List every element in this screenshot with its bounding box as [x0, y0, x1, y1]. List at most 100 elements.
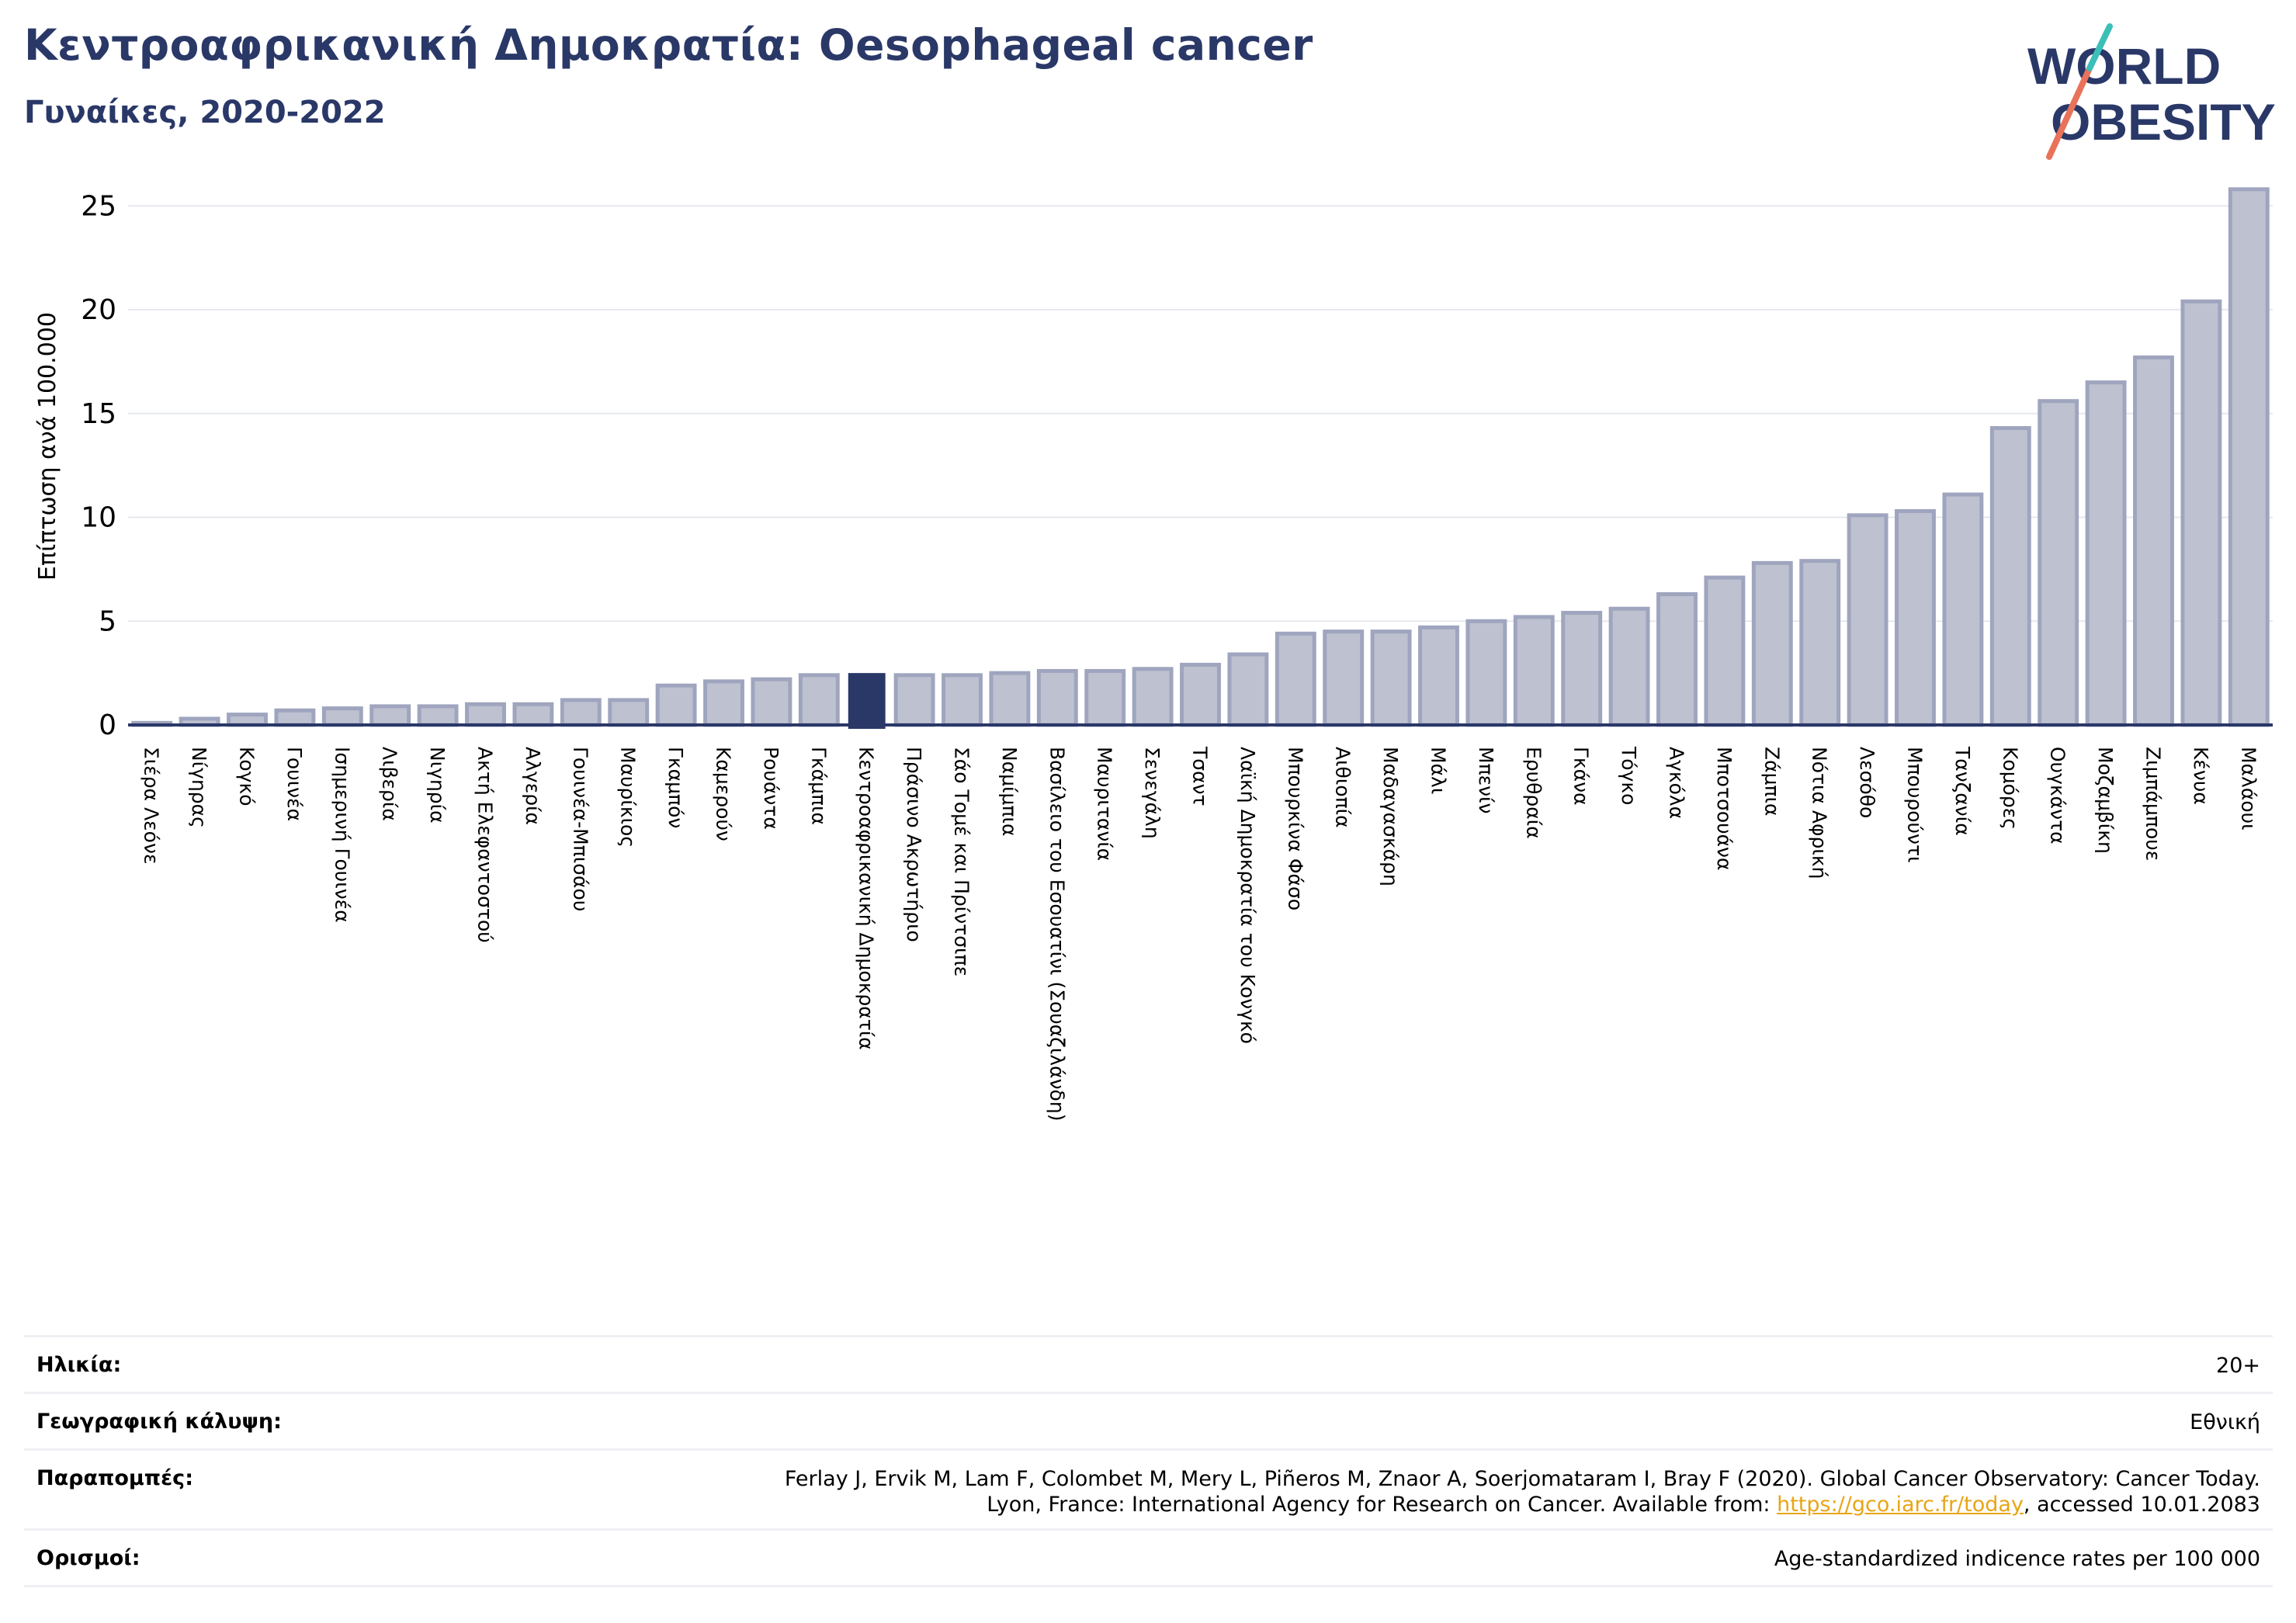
bar	[2133, 355, 2174, 727]
info-key-coverage: Γεωγραφική κάλυψη:	[36, 1410, 282, 1434]
x-tick-label: Νότια Αφρική	[1809, 747, 1831, 879]
y-tick-label: 10	[81, 502, 116, 534]
bar	[989, 671, 1031, 727]
bar	[1513, 615, 1555, 727]
bar	[942, 673, 983, 727]
x-tick-label: Τανζανία	[1951, 746, 1974, 836]
x-tick-labels: Σιέρα Λεόνε Νίγηρας Κογκό Γουινέα Ισημερινή …	[140, 746, 2260, 1121]
bar	[1751, 560, 1793, 727]
reference-line-1: Ferlay J, Ervik M, Lam F, Colombet M, Me…	[784, 1467, 2260, 1491]
x-tick-label: Ερυθραία	[1522, 747, 1545, 839]
bar	[1084, 668, 1126, 727]
x-tick-label: Κογκό	[236, 747, 258, 806]
x-tick-label: Γκάνα	[1570, 747, 1593, 806]
info-value-coverage: Εθνική	[2190, 1410, 2260, 1434]
bar	[1704, 575, 1746, 727]
bar	[1370, 629, 1412, 727]
x-tick-label: Ρουάντα	[760, 747, 782, 830]
x-tick-label: Μαυρίκιος	[617, 747, 640, 848]
x-tick-label: Βασίλειο του Εσουατίνι (Σουαζιλάνδη)	[1046, 747, 1068, 1121]
bar	[512, 702, 554, 727]
info-row-age: Ηλικία: 20+	[24, 1335, 2273, 1392]
info-row-coverage: Γεωγραφική κάλυψη: Εθνική	[24, 1392, 2273, 1448]
info-key-age: Ηλικία:	[36, 1353, 122, 1377]
bar-highlight	[848, 673, 886, 729]
x-tick-label: Ουγκάντα	[2047, 747, 2069, 844]
x-tick-label: Ισημερινή Γουινέα	[331, 747, 353, 923]
bar	[1275, 631, 1316, 727]
bar	[1561, 611, 1603, 727]
bar	[2085, 380, 2127, 727]
x-tick-label: Μπενίν	[1475, 747, 1497, 814]
bar	[608, 698, 650, 727]
bar	[321, 706, 363, 727]
x-tick-label: Κομόρες	[1999, 747, 2021, 830]
x-tick-label: Καμερούν	[713, 747, 735, 841]
x-tick-label: Ναμίμπια	[998, 747, 1021, 836]
bar	[1132, 667, 1174, 727]
bar	[751, 677, 793, 727]
x-tick-label: Γουινέα-Μπισάου	[569, 747, 591, 911]
x-tick-label: Ζιμπάμπουε	[2142, 747, 2165, 861]
bar	[1799, 559, 1841, 727]
bar	[1465, 619, 1507, 727]
x-tick-label: Σάο Τομέ και Πρίντσιπε	[951, 747, 973, 976]
x-tick-label: Αιθιοπία	[1332, 747, 1354, 828]
bar	[2038, 399, 2079, 727]
x-tick-label: Αγκόλα	[1666, 747, 1688, 819]
logo-slash-top	[2086, 23, 2113, 71]
reference-line-2: Lyon, France: International Agency for R…	[785, 1492, 2260, 1517]
bar	[1227, 652, 1269, 727]
bar	[1323, 629, 1365, 727]
x-tick-label: Αλγερία	[522, 747, 544, 825]
reference-link[interactable]: https://gco.iarc.fr/today	[1777, 1493, 2024, 1517]
logo-slash-bottom	[2046, 65, 2093, 160]
x-tick-label: Πράσινο Ακρωτήριο	[903, 747, 925, 942]
x-tick-label: Γουινέα	[283, 747, 306, 821]
bar	[560, 698, 602, 727]
x-tick-label: Κεντροαφρικανική Δημοκρατία	[855, 747, 878, 1050]
x-tick-label: Μαλάουι	[2237, 747, 2260, 831]
x-tick-label: Ακτή Ελεφαντοστού	[474, 747, 497, 943]
bar	[2180, 299, 2222, 727]
x-tick-label: Μποτσουάνα	[1713, 747, 1736, 871]
bar	[369, 704, 411, 727]
info-value-definitions: Age-standardized indicence rates per 100…	[1774, 1547, 2260, 1571]
x-tick-label: Μαδαγασκάρη	[1379, 747, 1402, 886]
y-tick-label: 0	[99, 709, 116, 741]
x-tick-label: Λεσόθο	[1856, 747, 1878, 818]
y-tick-label: 15	[81, 398, 116, 430]
x-tick-label: Μπουρούντι	[1904, 747, 1927, 863]
bar	[798, 673, 840, 727]
x-tick-label: Σενεγάλη	[1141, 747, 1164, 839]
bar	[227, 713, 268, 727]
bar	[1942, 492, 1984, 727]
x-tick-label: Μαυριτανία	[1094, 747, 1116, 861]
bar	[1656, 591, 1698, 727]
x-tick-label: Λιβερία	[379, 747, 401, 821]
bar	[655, 683, 697, 727]
bar	[1989, 425, 2031, 727]
bar-chart: 0 5 10 15 20 25 Σιέρα Λεόνε Νίγηρας Κογκό Γουινέ…	[34, 187, 2273, 1121]
info-key-references: Παραπομπές:	[36, 1466, 193, 1490]
x-tick-label: Μάλι	[1427, 747, 1450, 794]
x-tick-label: Μπουρκίνα Φάσο	[1284, 747, 1306, 910]
bar	[2228, 187, 2270, 727]
x-tick-label: Μοζαμβίκη	[2094, 747, 2117, 854]
info-value-references: Ferlay J, Ervik M, Lam F, Colombet M, Me…	[785, 1466, 2260, 1517]
bar	[1608, 606, 1650, 727]
y-tick-label: 25	[81, 190, 116, 222]
x-tick-label: Γκαμπόν	[664, 747, 687, 828]
reference-accessed: , accessed 10.01.2083	[2023, 1493, 2260, 1517]
x-tick-label: Γκάμπια	[807, 747, 830, 825]
info-table: Ηλικία: 20+ Γεωγραφική κάλυψη: Εθνική Πα…	[24, 1335, 2273, 1587]
y-tick-label: 5	[99, 605, 116, 637]
x-tick-label: Λαϊκή Δημοκρατία του Κονγκό	[1236, 747, 1259, 1044]
x-tick-label: Νιγηρία	[426, 747, 449, 824]
bar	[703, 679, 744, 727]
page-title: Κεντροαφρικανική Δημοκρατία: Oesophageal…	[24, 20, 1313, 70]
info-row-definitions: Ορισμοί: Age-standardized indicence rate…	[24, 1528, 2273, 1587]
world-obesity-logo: WORLD OBESITY	[2027, 23, 2276, 160]
bar	[1895, 508, 1936, 727]
bar	[465, 702, 506, 727]
